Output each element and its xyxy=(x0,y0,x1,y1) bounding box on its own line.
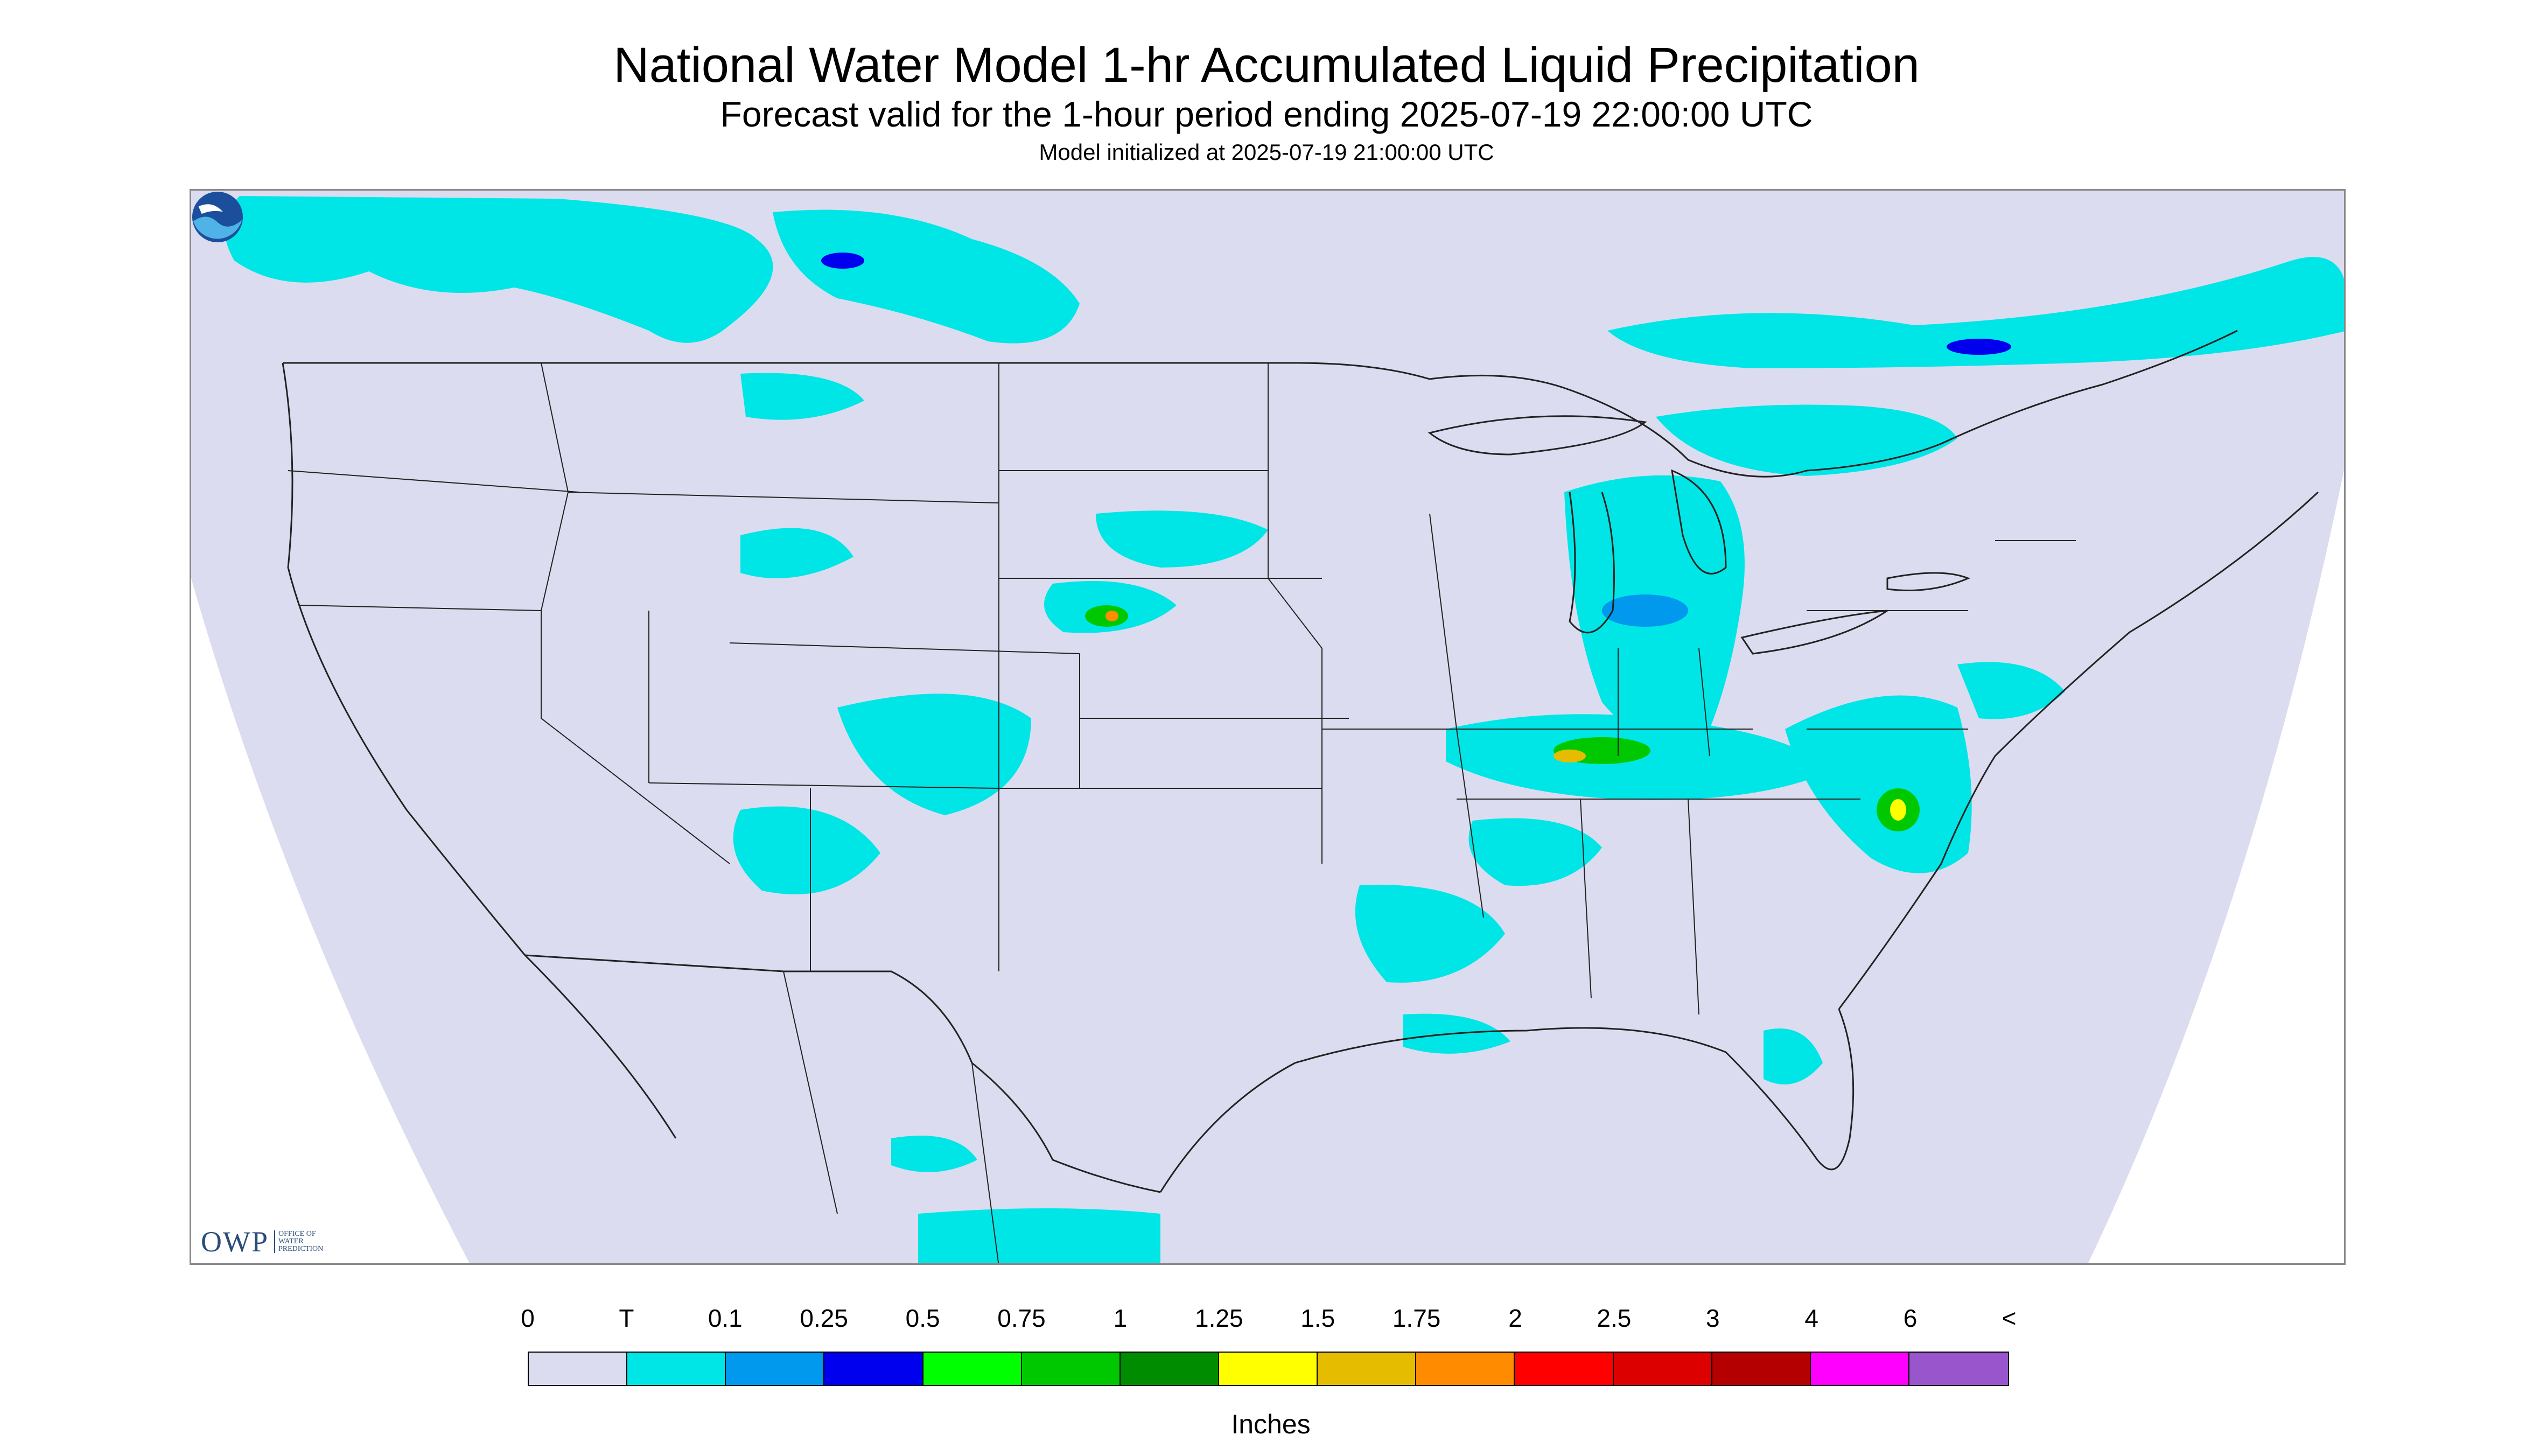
precip-core-michigan xyxy=(1602,594,1688,627)
legend-tick-label: 3 xyxy=(1706,1304,1720,1332)
state-line-mississippi-valley xyxy=(1429,513,1484,918)
legend-swatch xyxy=(1120,1353,1219,1385)
legend-tick-label: < xyxy=(2002,1304,2017,1332)
state-line-ia-mo xyxy=(1268,578,1323,864)
legend-tick-label: T xyxy=(619,1304,634,1332)
model-init-text: Model initialized at 2025-07-19 21:00:00… xyxy=(1039,139,1494,165)
state-line-wa-or xyxy=(288,470,579,493)
precip-area-montana xyxy=(740,373,864,420)
precipitation-legend: 0 T 0.1 0.25 0.5 0.75 1 1.25 1.5 1.75 2 2.5 3 4 6 < Inc… xyxy=(521,1303,2016,1439)
legend-tick-label: 4 xyxy=(1804,1304,1818,1332)
legend-tick-label: 0.1 xyxy=(708,1304,743,1332)
precip-core-ontario xyxy=(1947,339,2011,355)
state-line-al-ga xyxy=(1580,799,1592,999)
owp-logo: OWP OFFICE OF WATER PREDICTION xyxy=(201,1226,323,1258)
legend-swatch xyxy=(1021,1353,1121,1385)
mexico-state-lines xyxy=(783,971,999,1263)
precip-area-canada-west xyxy=(225,196,773,343)
us-mexico-border xyxy=(524,954,1161,1193)
us-canada-border xyxy=(283,330,2238,478)
owp-logo-subtext-line: PREDICTION xyxy=(278,1245,324,1253)
legend-tick-label: 0 xyxy=(521,1304,535,1332)
state-line-ca-nv xyxy=(541,611,730,864)
map-canvas xyxy=(191,191,2344,1263)
state-line-wy-co xyxy=(729,642,1080,654)
precip-area-idaho xyxy=(740,528,853,578)
legend-swatch xyxy=(1416,1353,1515,1385)
legend-tick-label: 1.25 xyxy=(1195,1304,1243,1332)
owp-logo-subtext-line: WATER xyxy=(278,1237,304,1245)
owp-logo-letters: OWP xyxy=(201,1226,269,1258)
legend-colorbar xyxy=(528,1352,2009,1386)
legend-swatch xyxy=(923,1353,1022,1385)
lake-huron xyxy=(1671,469,1727,575)
precip-core-illinois-inner xyxy=(1554,750,1586,762)
legend-swatch xyxy=(1909,1353,2009,1385)
legend-tick-label: 1.5 xyxy=(1300,1304,1335,1332)
precip-area-virginia-nc xyxy=(1785,695,1972,873)
precip-core-virginia-inner xyxy=(1890,799,1906,821)
legend-swatch xyxy=(627,1353,726,1385)
precip-area-north-plains xyxy=(1096,510,1268,568)
precip-core-nebraska-inner xyxy=(1105,611,1118,621)
precip-area-canada-east xyxy=(1607,257,2344,368)
legend-tick-label: 2 xyxy=(1508,1304,1522,1332)
lake-superior xyxy=(1428,415,1647,456)
precip-area-canada-central xyxy=(773,209,1080,344)
legend-tick-label: 1 xyxy=(1113,1304,1128,1332)
legend-swatch xyxy=(1318,1353,1417,1385)
state-line-ut-az xyxy=(648,782,999,789)
legend-tick-label: 2.5 xyxy=(1597,1304,1632,1332)
precip-area-gulf-coast xyxy=(1355,885,1505,983)
heavier-precip-cores xyxy=(821,253,2011,831)
precip-area-florida xyxy=(1764,1028,1823,1084)
legend-tick-label: 6 xyxy=(1903,1304,1918,1332)
precip-area-mexico-west xyxy=(891,1136,977,1172)
lake-michigan xyxy=(1569,492,1615,634)
legend-swatch xyxy=(1515,1353,1614,1385)
map-title: National Water Model 1-hr Accumulated Li… xyxy=(613,38,1920,93)
precip-core-saskatchewan xyxy=(821,253,864,269)
legend-tick-label: 0.75 xyxy=(997,1304,1046,1332)
state-lines xyxy=(288,362,2076,1263)
precip-area-new-mexico xyxy=(733,806,880,894)
gulf-coast xyxy=(1159,1009,1855,1193)
legend-units: Inches xyxy=(1231,1409,1311,1439)
east-coast xyxy=(1838,491,2319,1010)
precip-area-great-lakes-north xyxy=(1656,404,1957,476)
legend-tick-label: 1.75 xyxy=(1392,1304,1441,1332)
lake-ontario xyxy=(1886,572,1970,591)
precip-area-mexico-south xyxy=(918,1208,1160,1263)
state-line-in-oh xyxy=(1698,648,1710,757)
owp-logo-subtext: OFFICE OF WATER PREDICTION xyxy=(274,1230,323,1253)
precip-area-northeast xyxy=(1957,662,2065,719)
precip-area-colorado xyxy=(837,694,1031,815)
legend-tick-label: 0.25 xyxy=(800,1304,848,1332)
precipitation-map: OWP OFFICE OF WATER PREDICTION xyxy=(190,189,2346,1265)
legend-swatch xyxy=(529,1353,628,1385)
state-line-mt-wy xyxy=(568,492,999,503)
west-coast xyxy=(282,362,677,1139)
owp-logo-subtext-line: OFFICE OF xyxy=(278,1230,316,1238)
forecast-valid-subtitle: Forecast valid for the 1-hour period end… xyxy=(720,94,1813,134)
legend-swatch xyxy=(1810,1353,1909,1385)
legend-swatch xyxy=(726,1353,825,1385)
state-line-or-ca xyxy=(298,605,542,611)
legend-swatch xyxy=(824,1353,923,1385)
legend-swatch xyxy=(1613,1353,1712,1385)
noaa-logo-icon xyxy=(192,191,243,243)
legend-swatch xyxy=(1219,1353,1318,1385)
legend-tick-label: 0.5 xyxy=(905,1304,940,1332)
precip-area-southeast xyxy=(1468,818,1602,886)
precipitation-areas xyxy=(225,196,2344,1263)
legend-swatch xyxy=(1712,1353,1811,1385)
state-line-ga-sc xyxy=(1688,799,1699,1015)
